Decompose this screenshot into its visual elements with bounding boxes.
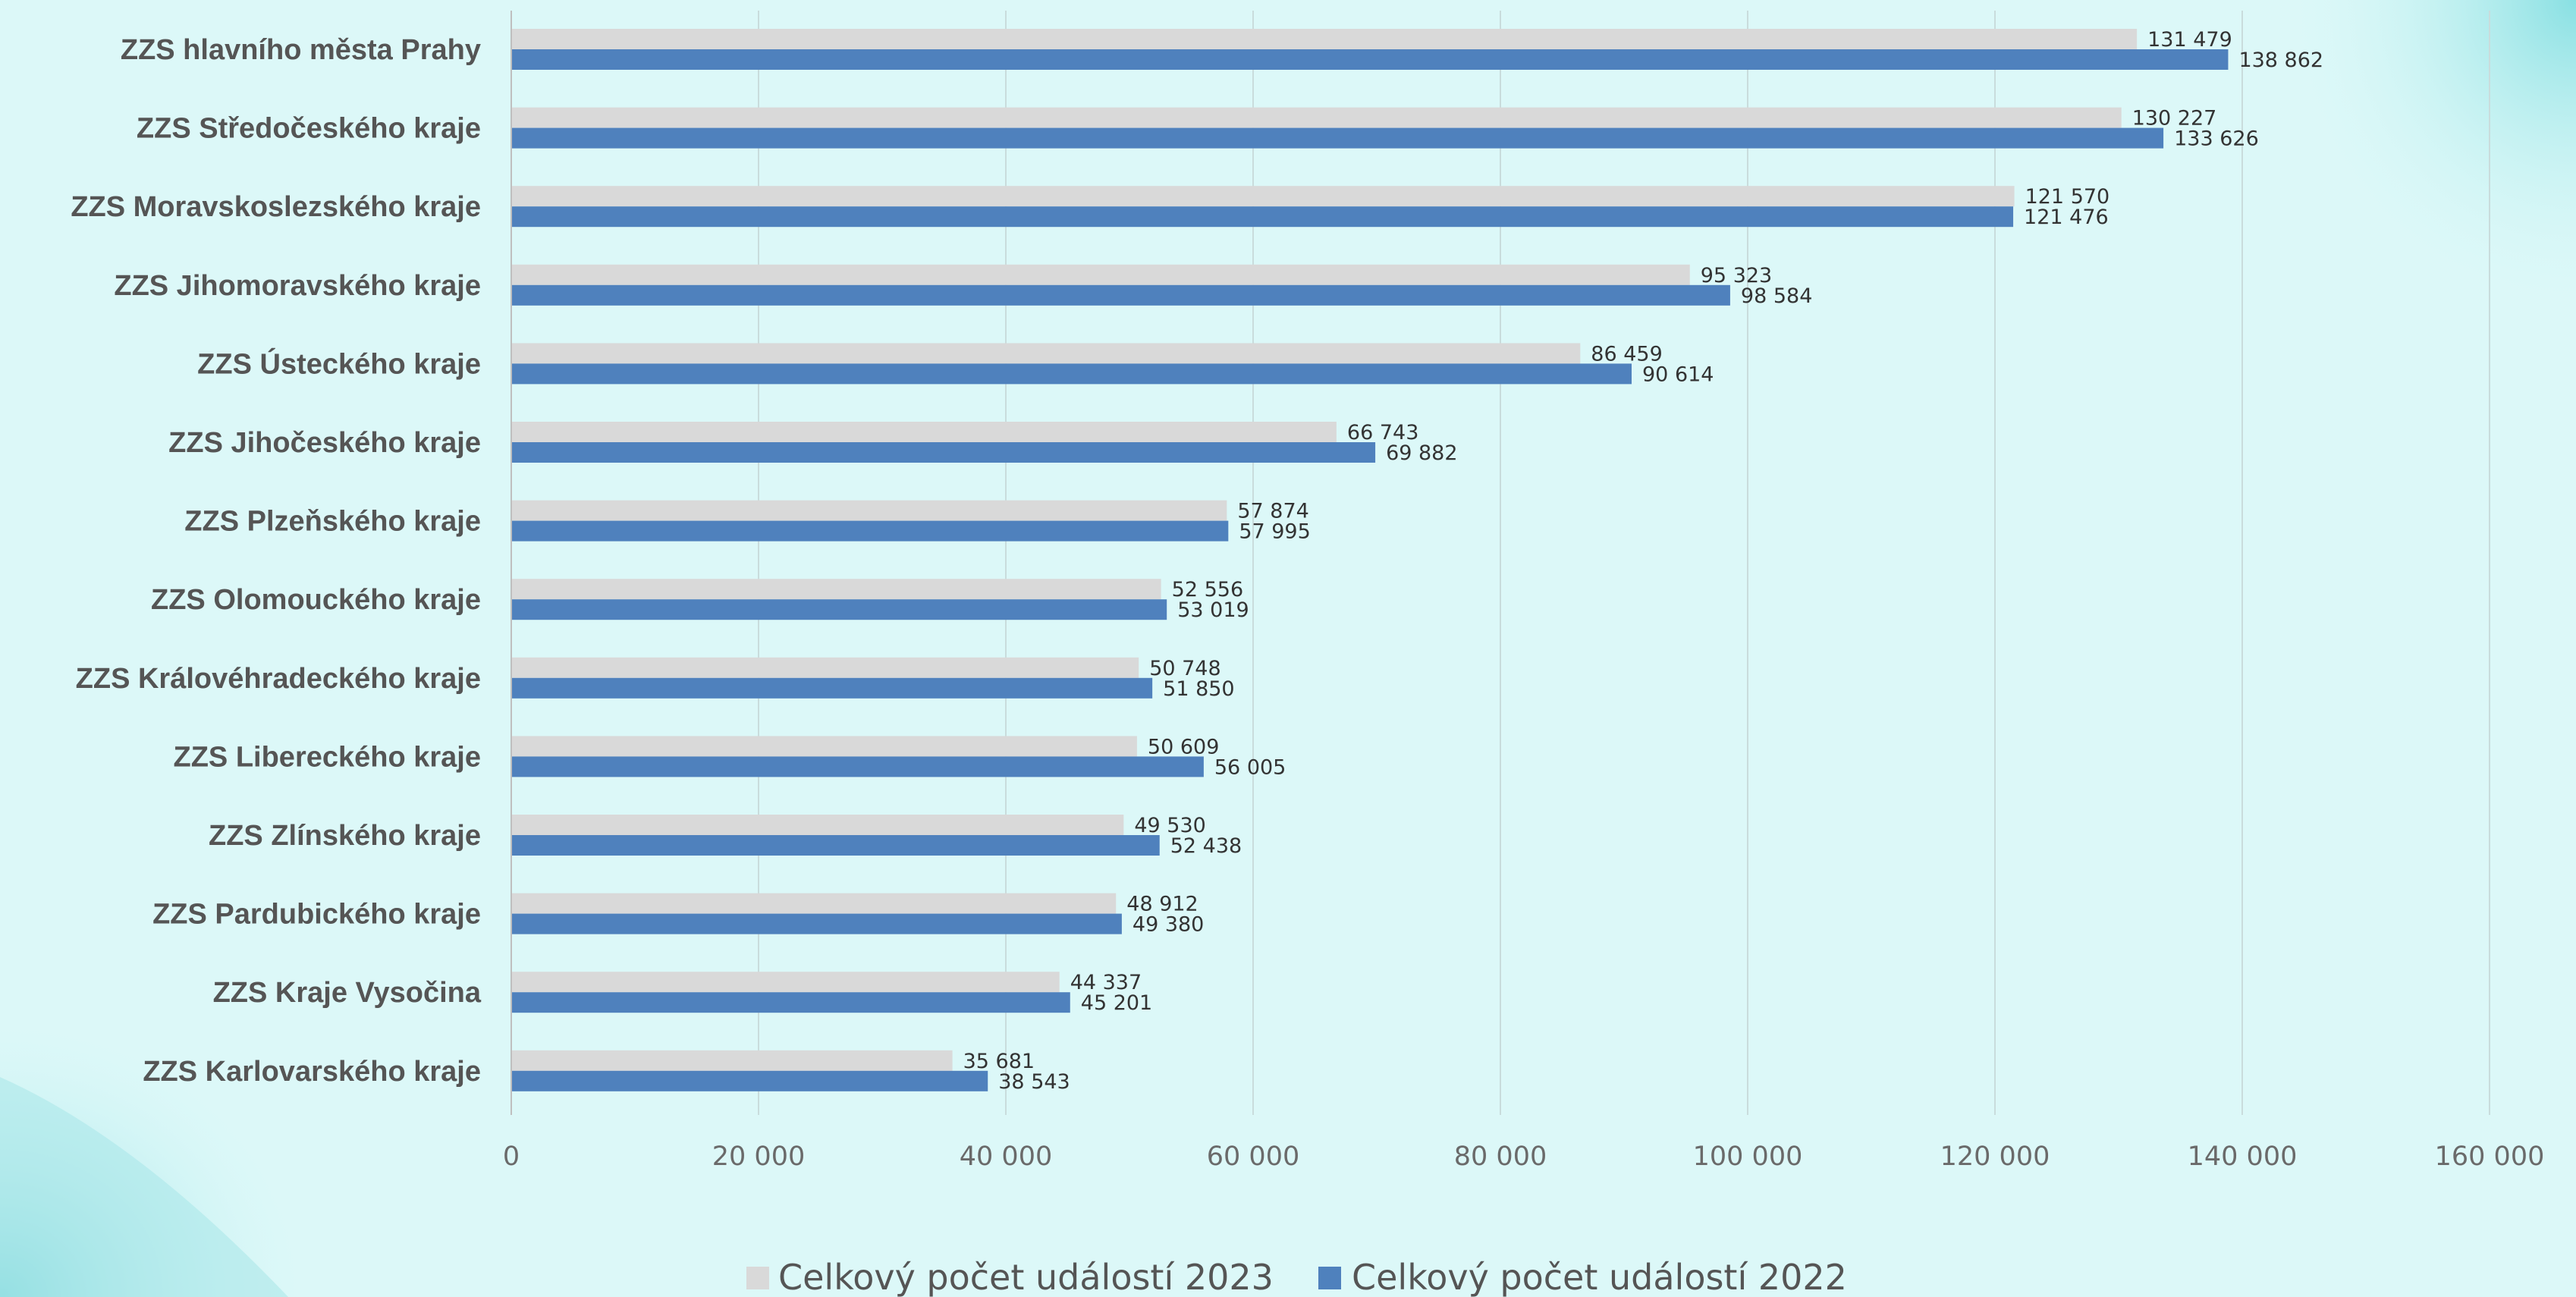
corner-glow-top-right bbox=[2276, 0, 2576, 319]
bar-2022 bbox=[511, 284, 1730, 306]
bar-2023 bbox=[511, 579, 1161, 600]
category-label: ZZS Olomouckého kraje bbox=[151, 584, 481, 616]
bar-2023 bbox=[511, 29, 2138, 49]
data-label-2023: 50 748 bbox=[1149, 657, 1220, 680]
bar-2022 bbox=[511, 835, 1160, 856]
bar-2023 bbox=[511, 657, 1139, 678]
data-label-2023: 35 681 bbox=[963, 1050, 1035, 1073]
legend: Celkový počet událostí 2023 Celkový počet… bbox=[746, 1257, 1847, 1297]
bar-2023 bbox=[511, 500, 1227, 521]
legend-swatch bbox=[1318, 1267, 1341, 1289]
data-label-2022: 69 882 bbox=[1386, 441, 1457, 465]
x-tick-label: 120 000 bbox=[1940, 1142, 2050, 1172]
data-label-2022: 45 201 bbox=[1081, 991, 1152, 1015]
category-label: ZZS Jihočeského kraje bbox=[168, 427, 481, 459]
category-label: ZZS hlavního města Prahy bbox=[121, 34, 481, 66]
x-tick-label: 60 000 bbox=[1207, 1142, 1299, 1172]
category-label: ZZS Moravskoslezského kraje bbox=[71, 191, 481, 223]
data-label-2023: 95 323 bbox=[1701, 264, 1772, 287]
data-label-2023: 52 556 bbox=[1172, 578, 1243, 601]
bar-2022 bbox=[511, 49, 2229, 70]
data-label-2022: 51 850 bbox=[1163, 677, 1234, 701]
data-label-2023: 48 912 bbox=[1126, 893, 1198, 916]
bar-2022 bbox=[511, 1070, 988, 1091]
bar-2022 bbox=[511, 756, 1204, 777]
bar-2023 bbox=[511, 264, 1690, 285]
bar-2023 bbox=[511, 972, 1060, 993]
data-label-2022: 53 019 bbox=[1177, 598, 1249, 622]
legend-swatch bbox=[746, 1267, 769, 1289]
category-label: ZZS Libereckého kraje bbox=[174, 741, 482, 773]
data-label-2023: 66 743 bbox=[1347, 421, 1418, 444]
bar-2022 bbox=[511, 442, 1376, 463]
data-label-2022: 49 380 bbox=[1132, 913, 1204, 937]
x-tick-label: 40 000 bbox=[960, 1142, 1052, 1172]
x-tick-label: 0 bbox=[503, 1142, 520, 1172]
category-label: ZZS Královéhradeckého kraje bbox=[76, 663, 481, 695]
category-label: ZZS Zlínského kraje bbox=[209, 820, 481, 852]
grid-lines bbox=[758, 11, 2490, 1115]
legend-label: Celkový počet událostí 2022 bbox=[1352, 1257, 1847, 1297]
data-label-2023: 44 337 bbox=[1070, 971, 1142, 994]
bar-2023 bbox=[511, 1050, 953, 1071]
bar-2022 bbox=[511, 992, 1070, 1013]
bar-2022 bbox=[511, 599, 1167, 620]
bar-2023 bbox=[511, 107, 2122, 128]
x-tick-label: 80 000 bbox=[1454, 1142, 1547, 1172]
bar-2023 bbox=[511, 422, 1337, 442]
x-tick-label: 140 000 bbox=[2188, 1142, 2298, 1172]
category-labels: ZZS hlavního města Prahy ZZS Středočeskéh… bbox=[71, 34, 482, 1088]
bar-2023 bbox=[511, 186, 2015, 207]
x-tick-label: 160 000 bbox=[2435, 1142, 2545, 1172]
category-label: ZZS Karlovarského kraje bbox=[143, 1056, 481, 1088]
data-label-2023: 86 459 bbox=[1591, 342, 1662, 366]
data-label-2022: 57 995 bbox=[1239, 520, 1310, 544]
corner-wave-bottom-left bbox=[0, 1077, 288, 1297]
category-label: ZZS Kraje Vysočina bbox=[213, 977, 482, 1009]
data-label-2023: 131 479 bbox=[2147, 28, 2232, 52]
x-axis: 0 20 000 40 000 60 000 80 000 100 000 120 000 1… bbox=[503, 11, 2545, 1172]
legend-label: Celkový počet událostí 2023 bbox=[778, 1257, 1274, 1297]
category-label: ZZS Ústeckého kraje bbox=[197, 347, 481, 380]
bar-2022 bbox=[511, 677, 1153, 699]
data-label-2022: 38 543 bbox=[998, 1070, 1070, 1094]
category-label: ZZS Středočeského kraje bbox=[137, 113, 481, 145]
bar-2022 bbox=[511, 206, 2014, 228]
x-tick-label: 20 000 bbox=[712, 1142, 805, 1172]
data-label-2022: 90 614 bbox=[1642, 363, 1714, 386]
bar-2022 bbox=[511, 127, 2164, 149]
bar-2023 bbox=[511, 736, 1137, 757]
data-label-2023: 50 609 bbox=[1148, 735, 1219, 758]
x-tick-label: 100 000 bbox=[1693, 1142, 1803, 1172]
data-label-2022: 138 862 bbox=[2238, 49, 2323, 72]
data-label-2023: 57 874 bbox=[1237, 500, 1308, 523]
bar-2023 bbox=[511, 343, 1581, 364]
data-label-2023: 49 530 bbox=[1134, 814, 1205, 837]
data-label-2022: 121 476 bbox=[2024, 206, 2109, 229]
category-label: ZZS Pardubického kraje bbox=[152, 899, 481, 931]
category-label: ZZS Jihomoravského kraje bbox=[114, 270, 481, 302]
bar-2022 bbox=[511, 363, 1632, 385]
data-label-2022: 56 005 bbox=[1214, 755, 1286, 779]
bar-2022 bbox=[511, 913, 1122, 934]
data-label-2022: 133 626 bbox=[2174, 127, 2259, 151]
bar-2022 bbox=[511, 520, 1229, 542]
bar-2023 bbox=[511, 893, 1117, 914]
data-label-2023: 121 570 bbox=[2025, 185, 2110, 209]
data-label-2022: 52 438 bbox=[1170, 834, 1242, 858]
category-label: ZZS Plzeňského kraje bbox=[184, 506, 481, 538]
data-label-2022: 98 584 bbox=[1741, 284, 1812, 308]
data-label-2023: 130 227 bbox=[2132, 107, 2217, 130]
bar-2023 bbox=[511, 815, 1124, 835]
